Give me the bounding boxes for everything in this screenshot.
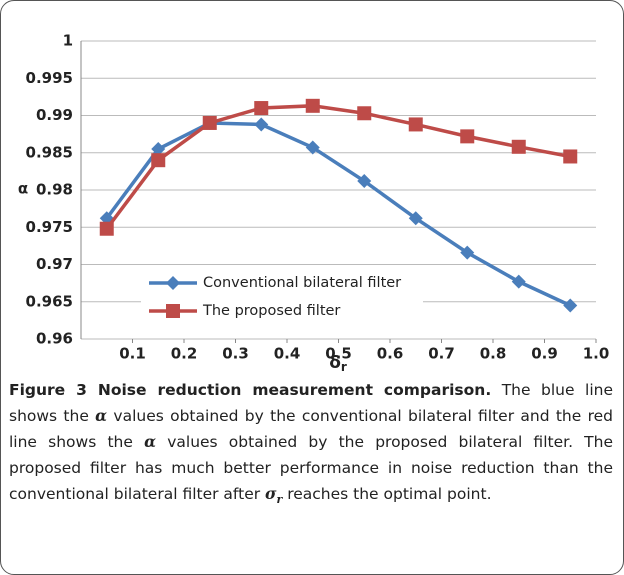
caption-title: Figure 3 Noise reduction measurement com… [9, 381, 492, 399]
y-tick-label: 0.965 [26, 292, 73, 310]
caption-text: The blue line shows the [9, 381, 613, 425]
marker [305, 98, 320, 113]
marker [166, 304, 180, 318]
caption-text: r [276, 493, 283, 507]
marker [460, 245, 475, 260]
y-axis-label: α [18, 180, 28, 198]
legend-label: The proposed filter [202, 303, 340, 319]
marker [99, 221, 114, 236]
x-axis-sub: r [341, 360, 347, 372]
marker [254, 117, 269, 132]
marker [408, 117, 423, 132]
caption: Figure 3 Noise reduction measurement com… [9, 377, 613, 513]
legend-label: Conventional bilateral filter [203, 275, 401, 291]
x-tick-label: 0.2 [171, 345, 198, 363]
marker [166, 276, 180, 290]
caption-text: values obtained by the conventional bila… [9, 407, 613, 451]
x-tick-label: 1.0 [583, 345, 610, 363]
marker [511, 139, 526, 154]
marker [305, 140, 320, 155]
x-tick-label: 0.4 [274, 345, 301, 363]
y-tick-label: 0.995 [26, 69, 73, 87]
x-tick-label: 0.6 [377, 345, 404, 363]
y-tick-label: 0.99 [36, 106, 73, 124]
x-tick-label: 0.8 [480, 345, 507, 363]
marker [254, 101, 269, 116]
y-tick-label: 0.985 [26, 143, 73, 161]
caption-text: values obtained by the proposed bilatera… [9, 433, 614, 503]
y-tick-label: 0.975 [26, 218, 73, 236]
x-tick-label: 0.9 [531, 345, 558, 363]
caption-text: α [144, 432, 157, 451]
x-tick-label: 0.3 [222, 345, 249, 363]
x-axis-label: δr [329, 353, 347, 371]
y-tick-label: 0.96 [36, 330, 73, 348]
marker [511, 274, 526, 289]
legend-box [141, 267, 423, 327]
marker [408, 211, 423, 226]
series-line [105, 104, 571, 230]
marker [357, 174, 372, 189]
y-tick-label: 0.98 [36, 181, 73, 199]
caption-text: σ [265, 484, 277, 503]
x-tick-label: 0.5 [325, 345, 352, 363]
caption-text: α [95, 406, 108, 425]
caption-text: reaches the optimal point. [282, 485, 492, 503]
marker [151, 142, 166, 157]
marker [202, 115, 217, 130]
chart: α δr 0.96 0.965 0.97 0.975 0.98 0.985 0.99 0.99… [18, 32, 610, 374]
marker [357, 106, 372, 121]
marker [563, 149, 578, 164]
y-tick-label: 0.97 [36, 255, 73, 273]
series-line [105, 121, 571, 308]
x-tick-label: 0.7 [428, 345, 455, 363]
marker [563, 298, 578, 313]
marker [460, 129, 475, 144]
y-tick-label: 1 [63, 32, 73, 50]
x-tick-label: 0.1 [119, 345, 146, 363]
x-axis-symbol: δ [329, 353, 341, 371]
marker [151, 153, 166, 168]
